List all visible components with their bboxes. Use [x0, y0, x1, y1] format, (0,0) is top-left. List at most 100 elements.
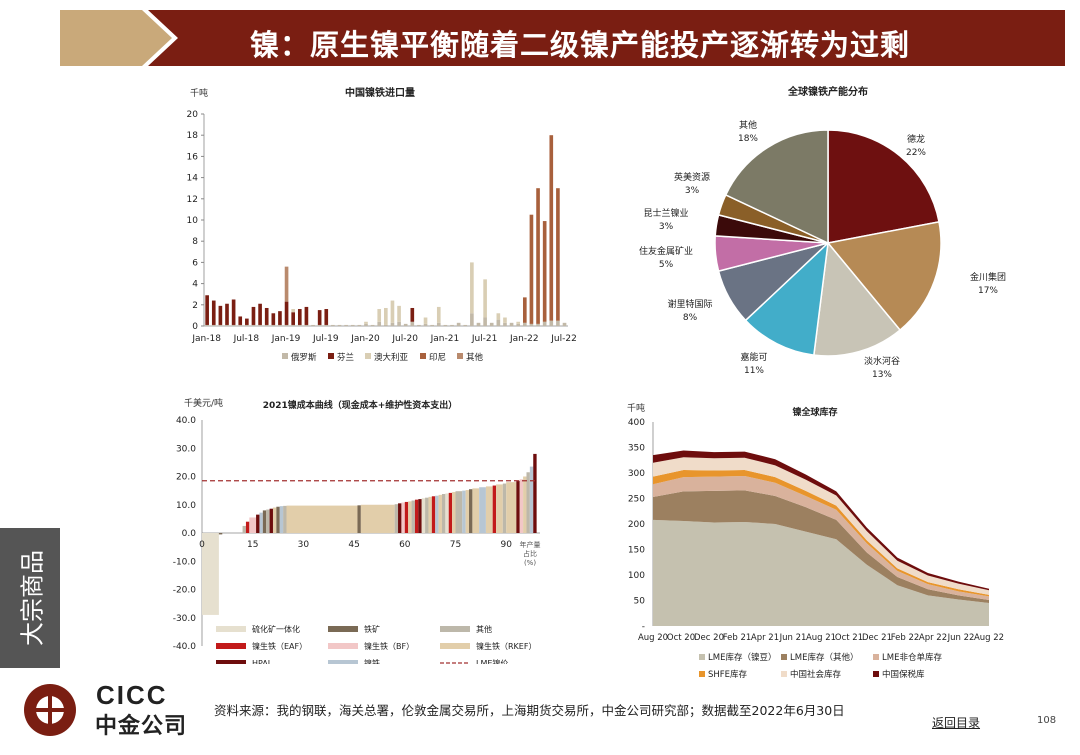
x-tick-label: 60 [399, 540, 411, 550]
cost-bar [218, 533, 223, 535]
pie-slice-name: 英美资源 [674, 171, 710, 183]
cost-bar [418, 499, 422, 533]
header-arrow [60, 10, 172, 66]
bar-segment [205, 295, 209, 325]
legend-label: LME库存（镍豆） [708, 652, 776, 663]
legend-label: 镍生铁（RKEF） [476, 641, 536, 651]
y-tick-label: -40.0 [173, 642, 197, 652]
pie-slice-name: 其他 [739, 119, 757, 131]
x-tick-label: Jul-18 [233, 334, 260, 344]
y-tick-label: 20.0 [176, 473, 196, 483]
bar-segment [470, 262, 474, 314]
cost-bar [360, 504, 395, 533]
bar-segment [529, 214, 534, 324]
cost-bar [462, 490, 466, 533]
y-tick-label: 30.0 [176, 444, 196, 454]
bar-segment [218, 305, 223, 325]
area-series [653, 519, 989, 626]
y-tick-label: 200 [628, 520, 645, 530]
cost-bar [431, 496, 436, 533]
bar-segment [218, 324, 223, 326]
pie-slice [724, 129, 829, 245]
bar-segment [271, 313, 276, 325]
bar-segment [384, 324, 388, 326]
cost-bar [435, 495, 439, 533]
legend-label: 硫化矿一体化 [252, 624, 300, 634]
chart-title: 全球镍铁产能分布 [787, 85, 868, 98]
bar-segment [503, 317, 507, 323]
bar-segment [211, 300, 216, 325]
cost-bar [414, 499, 419, 533]
bar-segment [238, 316, 243, 325]
y-tick-label: -30.0 [173, 614, 197, 624]
cost-bar [533, 453, 537, 533]
source-note: 资料来源：我的钢联，海关总署，伦敦金属交易所，上海期货交易所，中金公司研究部；数… [214, 703, 845, 718]
x-tick-label: Dec 20 [694, 633, 724, 643]
legend-swatch [781, 671, 787, 677]
y-tick-label: 50 [634, 597, 646, 607]
bar-segment [542, 321, 547, 326]
y-tick-label: 10 [187, 216, 199, 226]
chart-cost-svg: 2021镍成本曲线（现金成本+维护性资本支出） 千美元/吨 -40.0 -30.0 -2… [173, 397, 541, 668]
y-axis-unit: 千美元/吨 [184, 397, 223, 409]
cost-bar [269, 508, 273, 533]
x-tick-label: Feb 22 [891, 633, 920, 643]
logo-mark-icon [24, 684, 76, 736]
bar-segment [384, 307, 388, 325]
y-tick-label: 20 [187, 110, 199, 120]
bar-segment [245, 318, 249, 325]
bar-segment [331, 324, 335, 326]
bar-segment [284, 301, 289, 325]
bar-segment [463, 324, 468, 326]
x-tick-label: Jan-18 [191, 334, 221, 344]
cost-bar [516, 480, 520, 533]
x-tick-label: Jul-19 [312, 334, 339, 344]
legend-label: SHFE库存 [708, 669, 748, 680]
bar-segment [403, 323, 408, 326]
bar-segment [377, 321, 382, 326]
x-tick-label: Jul-21 [471, 334, 498, 344]
bar-segment [496, 313, 501, 320]
bar-segment [344, 324, 348, 326]
legend-label: 镍铁 [364, 658, 380, 664]
bar-segment [225, 303, 229, 325]
logo-text-en: CICC [96, 680, 168, 710]
x-tick-label: 45 [348, 540, 359, 550]
bar-segment [549, 135, 554, 321]
legend-swatch [216, 660, 246, 666]
cost-bar [411, 500, 415, 533]
pie-slice [744, 241, 830, 356]
bar-segment [390, 300, 395, 323]
cost-bar [404, 501, 409, 533]
x-tick-label: Oct 21 [835, 633, 863, 643]
x-tick-label: 0 [199, 540, 205, 550]
x-tick-label: Jan-20 [350, 334, 380, 344]
y-tick-label: 250 [628, 495, 645, 505]
back-to-contents-link[interactable]: 返回目录 [932, 716, 981, 730]
bar-segment [397, 305, 401, 322]
y-tick-label: 12 [187, 195, 198, 205]
y-tick-label: -10.0 [173, 557, 197, 567]
y-tick-label: 4 [192, 280, 198, 290]
pie-slice-value: 18% [738, 134, 758, 144]
legend-label: 中国社会库存 [790, 669, 842, 680]
legend-label: 镍生铁（BF） [364, 641, 414, 651]
bar-segment [271, 324, 276, 326]
pie-slice-value: 11% [744, 366, 764, 376]
legend-swatch [873, 671, 879, 677]
bar-segment [456, 322, 461, 326]
x-tick-label: Aug 20 [638, 633, 668, 643]
y-axis-unit: 千吨 [627, 402, 645, 414]
bar-segment [291, 324, 295, 326]
legend-swatch [457, 353, 463, 359]
chart-capacity-pie: 全球镍铁产能分布 德龙 22% 金川集团 17% 淡水河谷 13% 嘉能可 11% 谢里特国际 8%… [620, 82, 1040, 382]
bar-segment [562, 322, 567, 326]
page-number: 108 [1037, 715, 1057, 726]
cost-bar [485, 486, 493, 533]
x-tick-label: Jan-22 [509, 334, 539, 344]
y-axis-unit: 千吨 [190, 87, 208, 99]
bar-segment [337, 324, 342, 326]
bar-segment [489, 322, 494, 326]
bar-segment [536, 323, 540, 326]
bar-segment [443, 324, 448, 326]
